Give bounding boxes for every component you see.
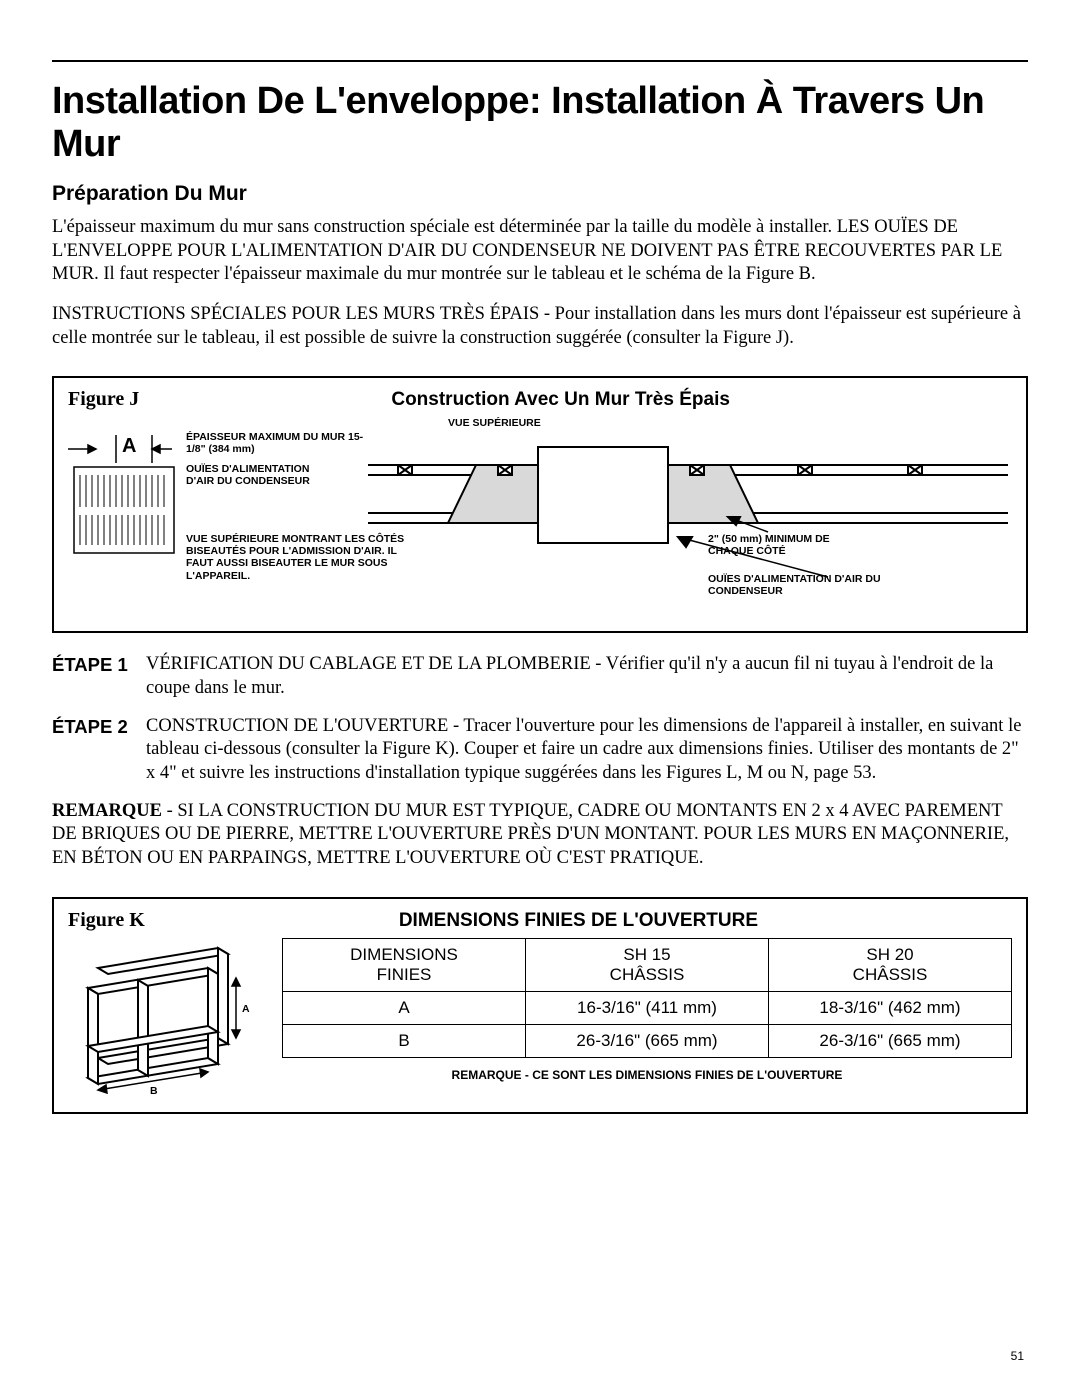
step-2-text: CONSTRUCTION DE L'OUVERTURE - Tracer l'o… <box>146 715 1028 786</box>
figure-k-box: Figure K DIMENSIONS FINIES DE L'OUVERTUR… <box>52 897 1028 1114</box>
figj-louvers: OUÏES D'ALIMENTATION D'AIR DU CONDENSEUR <box>186 463 326 487</box>
step-1-text: VÉRIFICATION DU CABLAGE ET DE LA PLOMBER… <box>146 653 1028 700</box>
figure-k-table: DIMENSIONS FINIES SH 15 CHÂSSIS SH 20 CH… <box>282 938 1012 1082</box>
step-2: ÉTAPE 2 CONSTRUCTION DE L'OUVERTURE - Tr… <box>52 715 1028 786</box>
th-l1: DIMENSIONS <box>350 945 458 964</box>
figure-j-header: Figure J Construction Avec Un Mur Très É… <box>68 388 1012 411</box>
table-header-sh15: SH 15 CHÂSSIS <box>526 938 769 991</box>
figj-min-side: 2" (50 mm) MINIMUM DE CHAQUE CÔTÉ <box>708 533 878 557</box>
figure-j-diagram: A VUE SUPÉRIEURE ÉPAISSEUR MAXIMUM DU MU… <box>68 417 1012 617</box>
figure-j-box: Figure J Construction Avec Un Mur Très É… <box>52 376 1028 633</box>
figj-max-wall: ÉPAISSEUR MAXIMUM DU MUR 15-1/8" (384 mm… <box>186 431 366 455</box>
table-header-dims: DIMENSIONS FINIES <box>283 938 526 991</box>
th-l2: CHÂSSIS <box>610 965 685 984</box>
intro-paragraph-2: INSTRUCTIONS SPÉCIALES POUR LES MURS TRÈ… <box>52 303 1028 350</box>
remark-text: - SI LA CONSTRUCTION DU MUR EST TYPIQUE,… <box>52 801 1009 868</box>
table-row: B 26-3/16" (665 mm) 26-3/16" (665 mm) <box>283 1024 1012 1057</box>
figj-louvers2: OUÏES D'ALIMENTATION D'AIR DU CONDENSEUR <box>708 573 908 597</box>
page-title: Installation De L'enveloppe: Installatio… <box>52 80 1028 166</box>
table-header-sh20: SH 20 CHÂSSIS <box>769 938 1012 991</box>
cell-b-sh15: 26-3/16" (665 mm) <box>526 1024 769 1057</box>
remark-label: REMARQUE <box>52 801 162 821</box>
cell-a-sh20: 18-3/16" (462 mm) <box>769 991 1012 1024</box>
figure-j-title: Construction Avec Un Mur Très Épais <box>391 389 730 411</box>
figure-k-note: REMARQUE - CE SONT LES DIMENSIONS FINIES… <box>282 1068 1012 1082</box>
figure-j-label: Figure J <box>68 388 139 411</box>
cell-a-label: A <box>283 991 526 1024</box>
step-1: ÉTAPE 1 VÉRIFICATION DU CABLAGE ET DE LA… <box>52 653 1028 700</box>
remark-paragraph: REMARQUE - SI LA CONSTRUCTION DU MUR EST… <box>52 800 1028 871</box>
figj-top-view: VUE SUPÉRIEURE <box>448 417 541 429</box>
figure-k-diagram: A B <box>68 938 258 1098</box>
figj-bevel-note: VUE SUPÉRIEURE MONTRANT LES CÔTÉS BISEAU… <box>186 533 406 581</box>
figure-k-title: DIMENSIONS FINIES DE L'OUVERTURE <box>145 910 1012 932</box>
figk-letter-b: B <box>150 1085 158 1097</box>
th-l2: CHÂSSIS <box>853 965 928 984</box>
step-2-label: ÉTAPE 2 <box>52 715 132 786</box>
section-subtitle: Préparation Du Mur <box>52 182 1028 206</box>
table-row: A 16-3/16" (411 mm) 18-3/16" (462 mm) <box>283 991 1012 1024</box>
top-rule <box>52 60 1028 62</box>
cell-b-label: B <box>283 1024 526 1057</box>
cell-b-sh20: 26-3/16" (665 mm) <box>769 1024 1012 1057</box>
th-l1: SH 15 <box>623 945 670 964</box>
intro-paragraph-1: L'épaisseur maximum du mur sans construc… <box>52 216 1028 287</box>
figure-k-header: Figure K DIMENSIONS FINIES DE L'OUVERTUR… <box>68 909 1012 932</box>
th-l2: FINIES <box>377 965 432 984</box>
figk-letter-a: A <box>242 1003 250 1015</box>
figj-letter-a: A <box>122 435 136 458</box>
page-number: 51 <box>1011 1349 1024 1363</box>
figure-k-label: Figure K <box>68 909 145 932</box>
table-row: DIMENSIONS FINIES SH 15 CHÂSSIS SH 20 CH… <box>283 938 1012 991</box>
th-l1: SH 20 <box>866 945 913 964</box>
step-1-label: ÉTAPE 1 <box>52 653 132 700</box>
cell-a-sh15: 16-3/16" (411 mm) <box>526 991 769 1024</box>
